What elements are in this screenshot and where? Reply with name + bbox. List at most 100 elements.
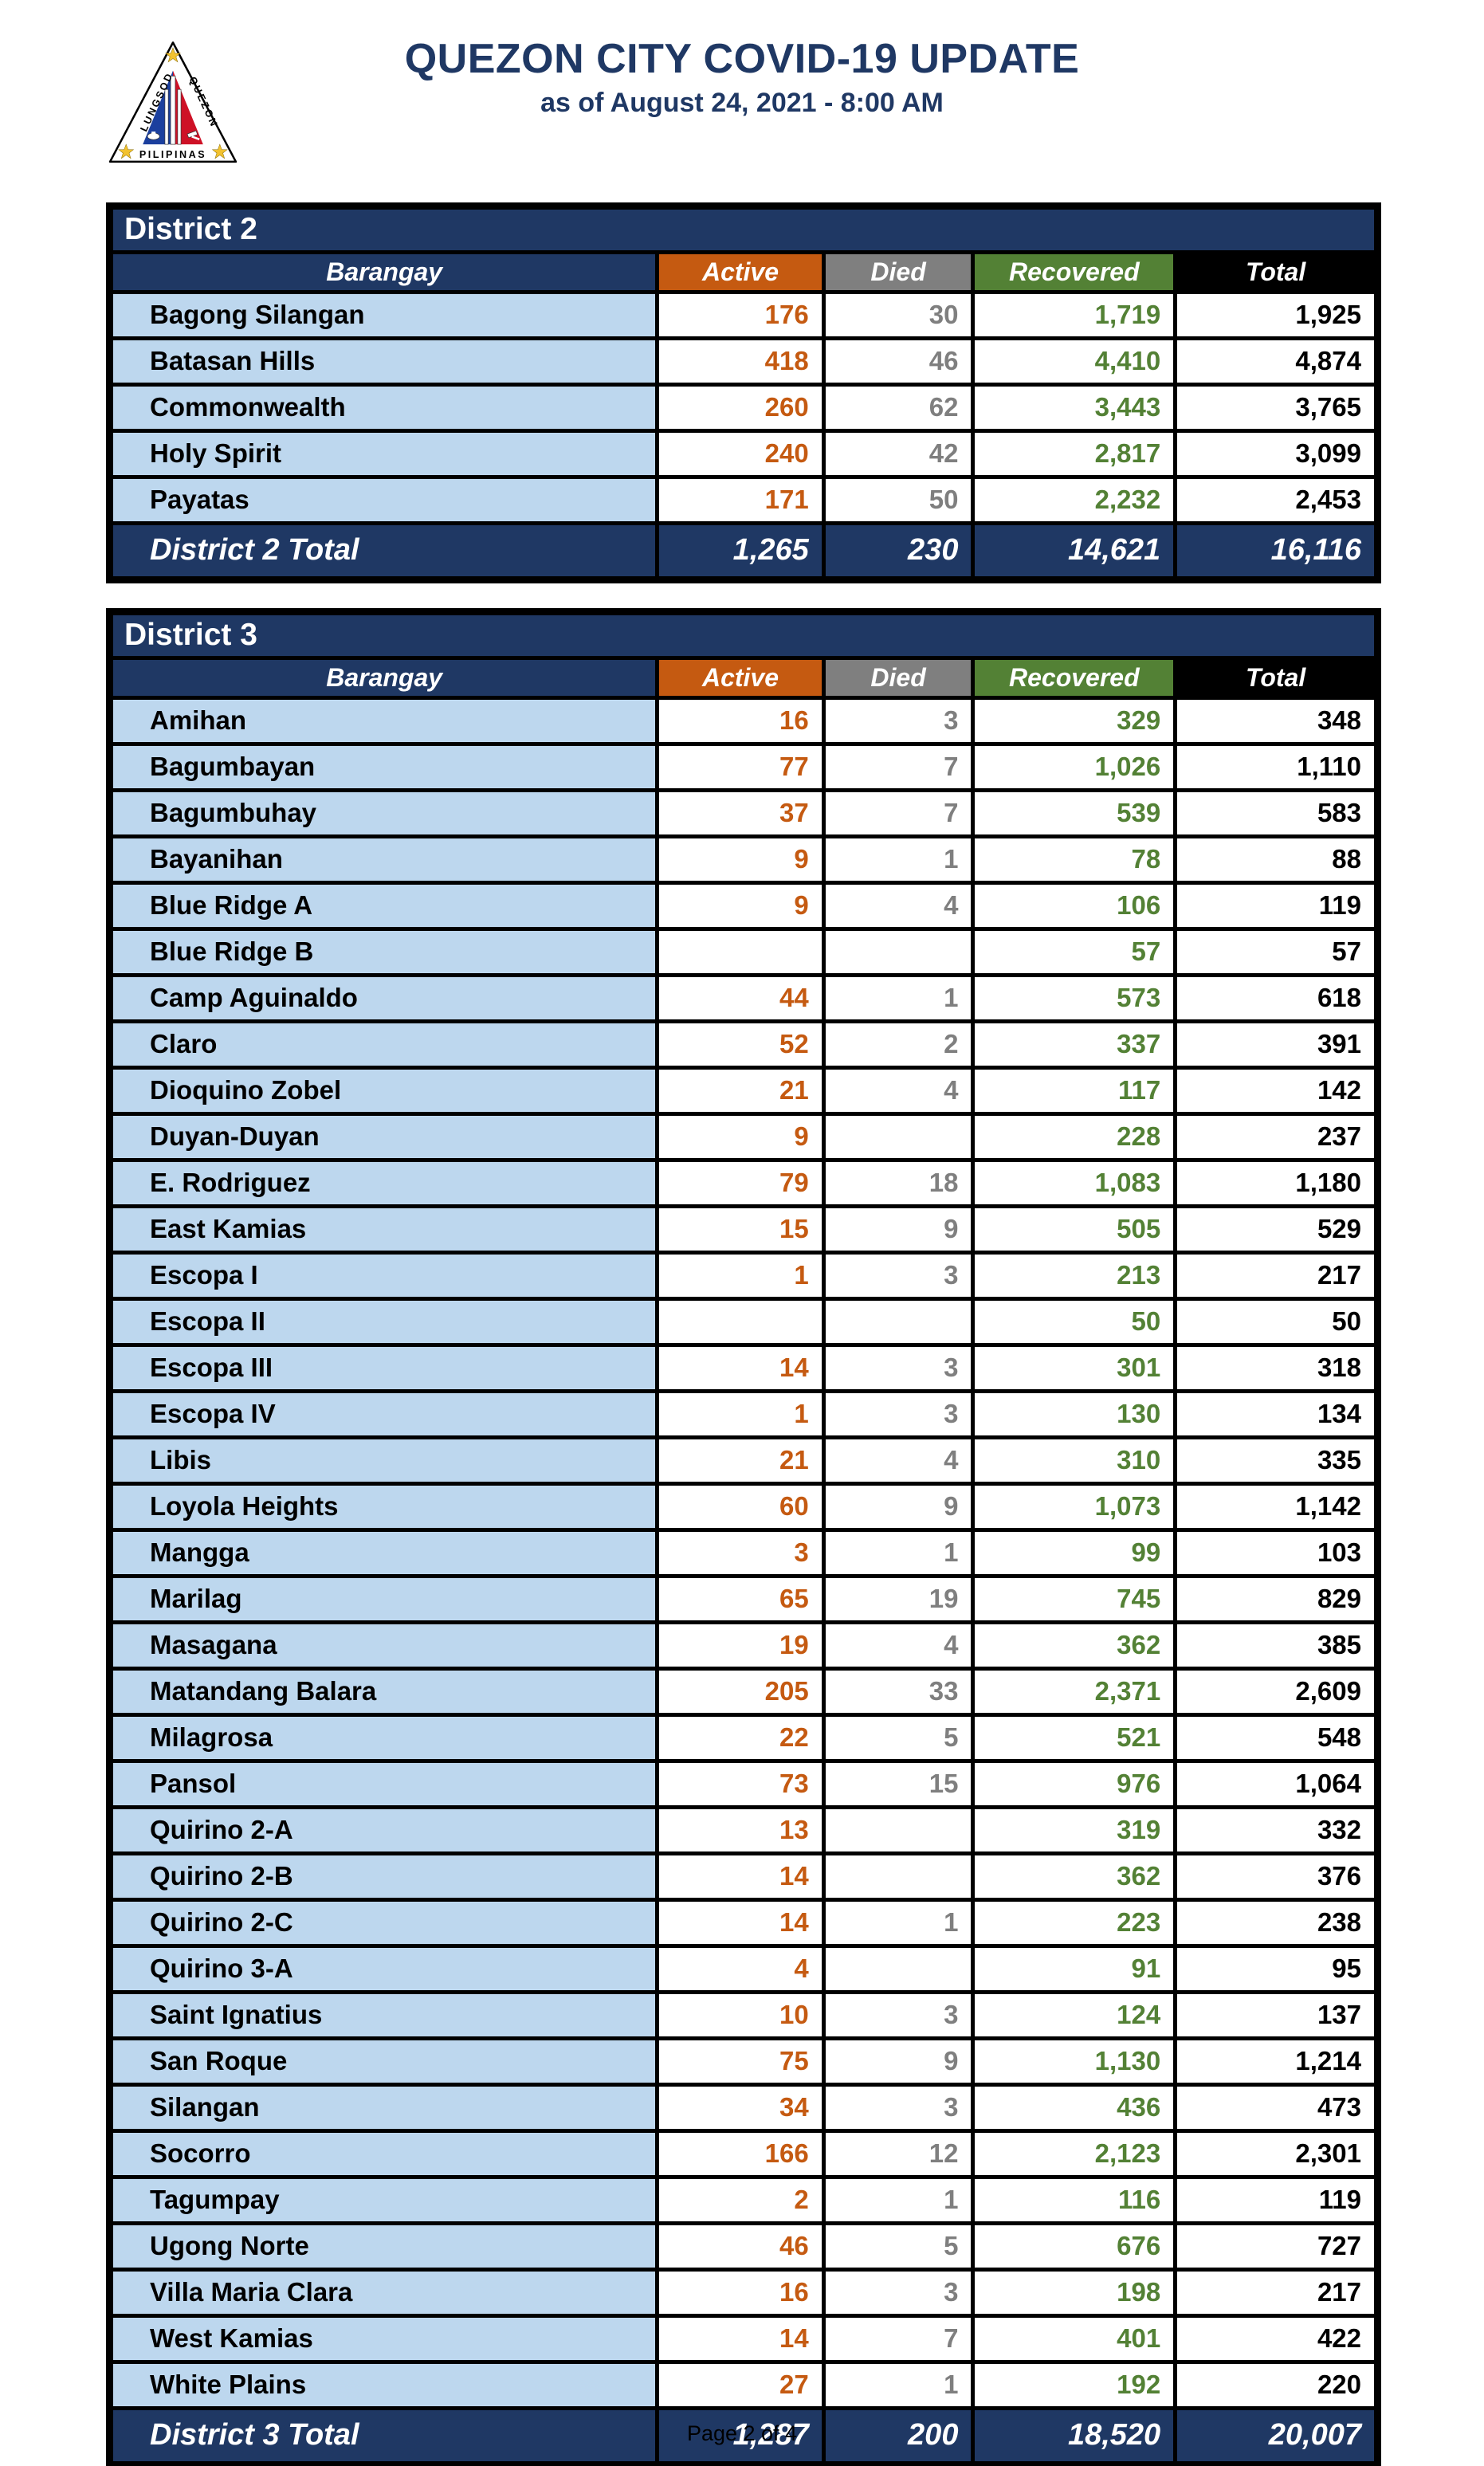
recovered-count-cell: 50: [971, 1297, 1178, 1347]
total-count-cell: 385: [1173, 1620, 1380, 1671]
monument-right-pylon: [177, 88, 182, 145]
died-count-cell: 15: [821, 1759, 976, 1809]
barangay-name-cell: Escopa II: [107, 1297, 660, 1347]
barangay-name-cell: Blue Ridge B: [107, 927, 660, 977]
barangay-row: Socorro 166 12 2,123 2,301: [107, 2129, 1380, 2179]
barangay-row: Bagong Silangan 176 30 1,719 1,925: [107, 290, 1380, 340]
active-count-cell: 14: [655, 1343, 826, 1393]
recovered-count-cell: 3,443: [971, 383, 1178, 433]
total-count-cell: 422: [1173, 2314, 1380, 2364]
page-number: Page 2 of 4: [686, 2421, 798, 2445]
barangay-row: Camp Aguinaldo 44 1 573 618: [107, 973, 1380, 1023]
barangay-row: Dioquino Zobel 21 4 117 142: [107, 1066, 1380, 1116]
total-count-cell: 119: [1173, 881, 1380, 931]
total-count-cell: 348: [1173, 696, 1380, 746]
active-count-cell: 9: [655, 881, 826, 931]
total-count-cell: 3,765: [1173, 383, 1380, 433]
active-count-cell: 14: [655, 2314, 826, 2364]
barangay-row: Pansol 73 15 976 1,064: [107, 1759, 1380, 1809]
monument-center-pylon: [170, 76, 176, 145]
barangay-name-cell: White Plains: [107, 2360, 660, 2410]
barangay-name-cell: San Roque: [107, 2036, 660, 2087]
barangay-name-cell: Batasan Hills: [107, 336, 660, 387]
active-count-cell: 21: [655, 1066, 826, 1116]
barangay-row: White Plains 27 1 192 220: [107, 2360, 1380, 2410]
recovered-count-cell: 2,817: [971, 429, 1178, 479]
district-header-row: District 2: [108, 204, 1380, 254]
column-header-row: Barangay Active Died Recovered Total: [107, 656, 1380, 700]
active-count-cell: 60: [655, 1482, 826, 1532]
active-count-cell: 260: [655, 383, 826, 433]
barangay-name-cell: Saint Ignatius: [107, 1990, 660, 2040]
active-count-cell: 22: [655, 1713, 826, 1763]
barangay-name-cell: Bagumbuhay: [107, 788, 660, 838]
died-count-cell: [821, 1297, 976, 1347]
total-count-cell: 238: [1173, 1898, 1380, 1948]
recovered-count-cell: 1,083: [971, 1158, 1178, 1208]
died-count-cell: 3: [821, 1343, 976, 1393]
barangay-name-cell: Marilag: [107, 1574, 660, 1624]
died-count-cell: 4: [821, 881, 976, 931]
total-count-cell: 3,099: [1173, 429, 1380, 479]
district-total-died: 200: [821, 2406, 976, 2466]
barangay-name-cell: Escopa IV: [107, 1389, 660, 1439]
active-count-cell: 77: [655, 742, 826, 792]
recovered-count-cell: 78: [971, 834, 1178, 885]
died-count-cell: 7: [821, 2314, 976, 2364]
active-count-cell: 205: [655, 1667, 826, 1717]
recovered-count-cell: 505: [971, 1204, 1178, 1255]
barangay-row: San Roque 75 9 1,130 1,214: [107, 2036, 1380, 2087]
district-2-section: District 2 Barangay Active Died Recovere…: [106, 202, 1381, 583]
died-count-cell: 9: [821, 1204, 976, 1255]
column-header-active: Active: [655, 250, 826, 294]
column-header-recovered: Recovered: [971, 250, 1178, 294]
total-count-cell: 1,214: [1173, 2036, 1380, 2087]
active-count-cell: 1: [655, 1251, 826, 1301]
active-count-cell: 176: [655, 290, 826, 340]
died-count-cell: 1: [821, 1898, 976, 1948]
died-count-cell: 62: [821, 383, 976, 433]
page-subtitle: as of August 24, 2021 - 8:00 AM: [540, 88, 944, 118]
recovered-count-cell: 310: [971, 1435, 1178, 1486]
total-count-cell: 391: [1173, 1019, 1380, 1070]
district-total-row: District 2 Total 1,265 230 14,621 16,116: [107, 521, 1380, 582]
column-header-died: Died: [821, 656, 976, 700]
barangay-row: E. Rodriguez 79 18 1,083 1,180: [107, 1158, 1380, 1208]
died-count-cell: 3: [821, 2268, 976, 2318]
barangay-name-cell: East Kamias: [107, 1204, 660, 1255]
barangay-name-cell: Payatas: [107, 475, 660, 525]
recovered-count-cell: 676: [971, 2221, 1178, 2272]
active-count-cell: 16: [655, 696, 826, 746]
died-count-cell: [821, 1944, 976, 1994]
recovered-count-cell: 573: [971, 973, 1178, 1023]
barangay-name-cell: Ugong Norte: [107, 2221, 660, 2272]
died-count-cell: 4: [821, 1066, 976, 1116]
total-count-cell: 142: [1173, 1066, 1380, 1116]
gavel-handle: [191, 135, 200, 140]
district-total-died: 230: [821, 521, 976, 582]
died-count-cell: 2: [821, 1019, 976, 1070]
died-count-cell: 1: [821, 2175, 976, 2225]
district-name: District 2: [108, 204, 1380, 254]
district-total-recovered: 14,621: [971, 521, 1178, 582]
total-count-cell: 829: [1173, 1574, 1380, 1624]
barangay-row: Saint Ignatius 10 3 124 137: [107, 1990, 1380, 2040]
column-header-barangay: Barangay: [107, 250, 660, 294]
barangay-row: Bagumbayan 77 7 1,026 1,110: [107, 742, 1380, 792]
total-count-cell: 217: [1173, 1251, 1380, 1301]
barangay-row: Escopa IV 1 3 130 134: [107, 1389, 1380, 1439]
died-count-cell: [821, 1805, 976, 1855]
barangay-name-cell: Quirino 3-A: [107, 1944, 660, 1994]
died-count-cell: 19: [821, 1574, 976, 1624]
recovered-count-cell: 2,371: [971, 1667, 1178, 1717]
barangay-name-cell: Commonwealth: [107, 383, 660, 433]
active-count-cell: 27: [655, 2360, 826, 2410]
active-count-cell: 13: [655, 1805, 826, 1855]
barangay-name-cell: Mangga: [107, 1528, 660, 1578]
barangay-name-cell: Pansol: [107, 1759, 660, 1809]
total-count-cell: 376: [1173, 1851, 1380, 1902]
total-count-cell: 4,874: [1173, 336, 1380, 387]
barangay-name-cell: Blue Ridge A: [107, 881, 660, 931]
active-count-cell: 14: [655, 1851, 826, 1902]
district-total-total: 20,007: [1173, 2406, 1380, 2466]
